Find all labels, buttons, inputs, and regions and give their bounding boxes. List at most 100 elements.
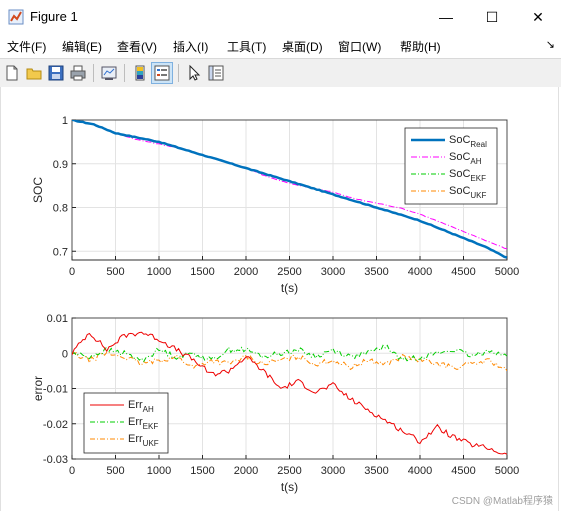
x-tick-label: 2000	[234, 266, 258, 278]
colorbar-icon[interactable]	[130, 63, 150, 83]
legend-entry-name: SoC	[449, 185, 470, 197]
new-figure-icon[interactable]	[2, 63, 22, 83]
watermark: CSDN @Matlab程序猿	[451, 496, 553, 507]
x-tick-label: 5000	[495, 465, 519, 477]
menu-window[interactable]: 窗口(W)	[338, 40, 382, 54]
x-tick-label: 0	[69, 266, 75, 278]
y-tick-label: -0.03	[43, 454, 68, 466]
y-axis-label: error	[31, 376, 45, 401]
toolbar-separator	[93, 64, 94, 82]
legend-entry-subscript: EKF	[470, 174, 486, 183]
plot-frame	[71, 317, 508, 460]
series-line-ukf	[72, 351, 507, 372]
legend-entry-name: SoC	[449, 134, 470, 146]
plot-frame	[71, 119, 508, 261]
x-tick-label: 2500	[277, 465, 301, 477]
x-tick-label: 4000	[408, 465, 432, 477]
close-icon: ✕	[532, 8, 544, 25]
menu-overflow-icon[interactable]: ↘	[545, 39, 555, 51]
menu-tools[interactable]: 工具(T)	[227, 40, 267, 54]
x-tick-label: 3000	[321, 465, 345, 477]
x-axis-label: t(s)	[281, 480, 298, 494]
close-button[interactable]: ✕	[515, 0, 561, 34]
figure-border	[0, 87, 1, 511]
x-axis-label: t(s)	[281, 281, 298, 295]
figure-toolbar	[0, 58, 561, 88]
open-file-icon[interactable]	[24, 63, 44, 83]
legend-entry: ErrAH	[128, 399, 154, 414]
legend-entry: ErrUKF	[128, 433, 159, 448]
x-tick-label: 4500	[451, 266, 475, 278]
menu-edit[interactable]: 编辑(E)	[62, 40, 102, 54]
legend-entry-subscript: AH	[143, 405, 154, 414]
y-tick-label: -0.02	[43, 419, 68, 431]
x-tick-label: 4500	[451, 465, 475, 477]
pointer-icon[interactable]	[184, 63, 204, 83]
toolbar-separator	[178, 64, 179, 82]
x-tick-label: 4000	[408, 266, 432, 278]
x-tick-label: 5000	[495, 266, 519, 278]
legend-entry: SoCAH	[449, 151, 482, 166]
menu-help[interactable]: 帮助(H)	[400, 40, 441, 54]
legend-entry-subscript: AH	[470, 157, 481, 166]
maximize-icon: ☐	[485, 8, 499, 25]
y-tick-label: 1	[62, 115, 68, 127]
y-tick-label: 0.01	[47, 313, 68, 325]
soc-plot[interactable]: 0 500 1000 1500 2000 2500 3000 3500 4000 4500 5000…	[0, 87, 561, 302]
legend-entry-subscript: EKF	[143, 422, 159, 431]
save-icon[interactable]	[46, 63, 66, 83]
legend-entry: SoCReal	[449, 134, 487, 149]
legend-entry: SoCUKF	[449, 185, 487, 200]
series-line-ah	[72, 120, 507, 250]
legend-icon[interactable]	[151, 62, 173, 84]
x-tick-label: 500	[106, 465, 124, 477]
toolbar-separator	[124, 64, 125, 82]
menu-desktop[interactable]: 桌面(D)	[282, 40, 323, 54]
menu-view[interactable]: 查看(V)	[117, 40, 157, 54]
x-tick-label: 2500	[277, 266, 301, 278]
y-axis-label: SOC	[31, 177, 45, 203]
legend-entry-subscript: UKF	[143, 439, 159, 448]
y-tick-label: 0.8	[53, 203, 68, 215]
x-tick-label: 1500	[190, 266, 214, 278]
legend-entry-name: SoC	[449, 168, 470, 180]
minimize-icon: —	[439, 9, 453, 25]
menu-insert[interactable]: 插入(I)	[173, 40, 209, 54]
x-tick-label: 3500	[364, 465, 388, 477]
link-plot-icon[interactable]	[99, 63, 119, 83]
series-line-ekf	[72, 344, 507, 363]
legend-entry-name: Err	[128, 399, 143, 411]
error-plot[interactable]: 0 500 1000 1500 2000 2500 3000 3500 4000 4500 5000…	[0, 302, 561, 511]
x-tick-label: 1000	[147, 465, 171, 477]
figure-canvas: 0 500 1000 1500 2000 2500 3000 3500 4000 4500 5000…	[0, 87, 561, 511]
y-tick-label: -0.01	[43, 384, 68, 396]
window-title: Figure 1	[30, 9, 78, 24]
series-line-ah	[72, 331, 507, 455]
x-tick-label: 0	[69, 465, 75, 477]
matlab-figure-icon	[8, 9, 24, 25]
minimize-button[interactable]: —	[423, 0, 469, 34]
series-line-real	[72, 120, 507, 259]
legend-entry-subscript: Real	[470, 140, 487, 149]
print-icon[interactable]	[68, 63, 88, 83]
title-bar: Figure 1 — ☐ ✕	[0, 0, 561, 34]
y-tick-label: 0.7	[53, 246, 68, 258]
property-inspector-icon[interactable]	[206, 63, 226, 83]
x-tick-label: 1500	[190, 465, 214, 477]
legend-entry-name: SoC	[449, 151, 470, 163]
legend-entry: SoCEKF	[449, 168, 486, 183]
legend-box	[83, 392, 169, 454]
legend-entry-name: Err	[128, 433, 143, 445]
x-tick-label: 1000	[147, 266, 171, 278]
y-tick-label: 0	[62, 348, 68, 360]
x-tick-label: 3500	[364, 266, 388, 278]
x-tick-label: 2000	[234, 465, 258, 477]
legend-entry-subscript: UKF	[470, 191, 486, 200]
x-tick-label: 500	[106, 266, 124, 278]
figure-border	[558, 87, 559, 511]
y-tick-label: 0.9	[53, 159, 68, 171]
legend-entry: ErrEKF	[128, 416, 158, 431]
menu-file[interactable]: 文件(F)	[7, 40, 47, 54]
menu-bar: 文件(F) 编辑(E) 查看(V) 插入(I) 工具(T) 桌面(D) 窗口(W…	[0, 34, 561, 58]
maximize-button[interactable]: ☐	[469, 0, 515, 34]
